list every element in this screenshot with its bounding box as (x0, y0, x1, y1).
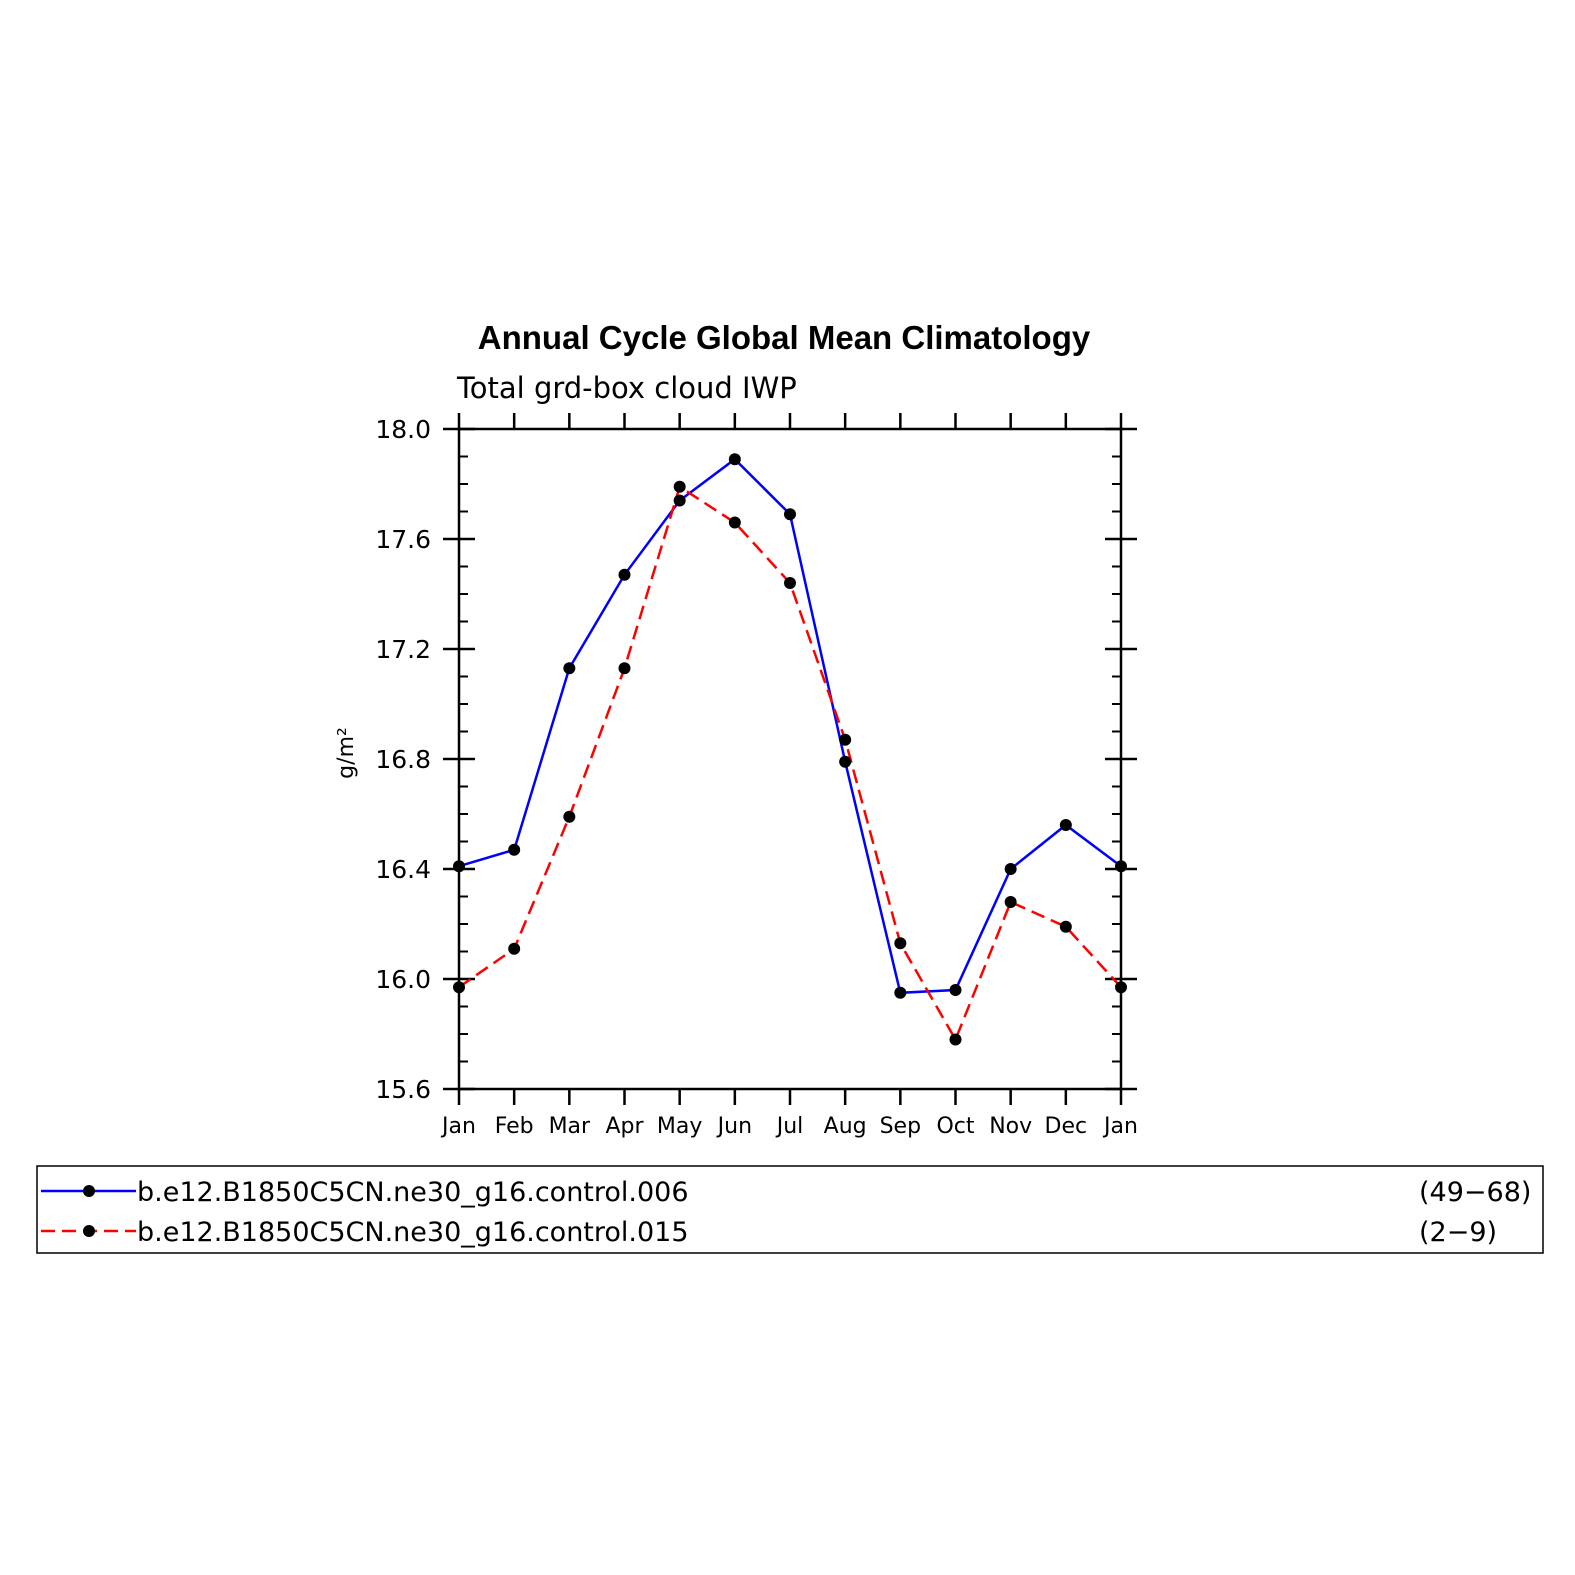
tick-labels: Jan Feb Mar Apr May Jun Jul Aug Sep Oct Nov Dec Jan 1… (375, 415, 1138, 1139)
plot-frame (457, 427, 1123, 1091)
legend-years-1: (49−68) (1419, 1177, 1531, 1208)
x-tick-label: Oct (936, 1114, 974, 1139)
data-point-1 (618, 568, 631, 581)
series-group (453, 453, 1127, 1046)
x-tick-label: Jun (716, 1114, 752, 1139)
chart-title: Annual Cycle Global Mean Climatology (478, 319, 1091, 356)
y-tick-label: 18.0 (375, 415, 431, 444)
data-point-2 (894, 937, 907, 950)
x-tick-label: Mar (549, 1114, 591, 1139)
x-tick-label: Apr (605, 1114, 644, 1139)
data-point-2 (563, 810, 576, 823)
legend-box (36, 1165, 1544, 1254)
data-point-2 (508, 942, 521, 955)
legend-marker-1 (83, 1185, 95, 1197)
axis-ticks (443, 413, 1137, 1105)
x-tick-label: Feb (495, 1114, 534, 1139)
data-point-2 (1059, 920, 1072, 933)
data-point-1 (894, 986, 907, 999)
y-tick-label: 17.6 (375, 525, 431, 554)
y-axis-label: g/m² (334, 727, 359, 779)
data-point-1 (453, 860, 465, 873)
legend-years-2: (2−9) (1419, 1217, 1497, 1248)
data-point-2 (1004, 896, 1017, 908)
data-point-2 (1115, 981, 1127, 994)
data-point-2 (618, 662, 631, 675)
legend: b.e12.B1850C5CN.ne30_g16.control.006 (49−… (41, 1177, 1531, 1248)
series-line-1 (458, 457, 1122, 995)
data-point-1 (1004, 863, 1017, 875)
data-point-2 (949, 1033, 962, 1046)
legend-label-1: b.e12.B1850C5CN.ne30_g16.control.006 (137, 1177, 689, 1208)
y-tick-label: 17.2 (375, 635, 431, 664)
y-tick-label: 16.8 (375, 745, 431, 774)
data-point-1 (784, 508, 796, 521)
data-point-1 (1059, 819, 1072, 831)
data-point-2 (839, 733, 852, 746)
x-tick-label: May (657, 1114, 702, 1139)
data-point-1 (508, 843, 521, 856)
series-line-2 (458, 484, 1122, 1043)
legend-marker-2 (83, 1225, 95, 1237)
y-tick-label: 16.0 (375, 965, 431, 994)
data-point-2 (784, 577, 796, 589)
x-tick-label: Jul (775, 1114, 804, 1139)
y-tick-label: 16.4 (375, 855, 431, 884)
y-tick-label: 15.6 (375, 1075, 431, 1104)
legend-label-2: b.e12.B1850C5CN.ne30_g16.control.015 (137, 1217, 689, 1248)
chart-subtitle: Total grd-box cloud IWP (456, 371, 797, 405)
data-point-2 (453, 981, 465, 994)
data-point-1 (673, 494, 686, 507)
data-point-1 (563, 662, 576, 675)
data-point-1 (949, 984, 962, 996)
x-tick-label: Aug (824, 1114, 867, 1139)
plot-border (457, 427, 1123, 1091)
data-point-2 (728, 516, 741, 529)
x-tick-label: Nov (989, 1114, 1032, 1139)
x-tick-label: Jan (1102, 1114, 1138, 1139)
x-tick-label: Dec (1045, 1114, 1088, 1139)
data-point-1 (839, 755, 852, 768)
x-tick-label: Jan (440, 1114, 476, 1139)
data-point-1 (728, 453, 741, 466)
data-point-1 (1115, 860, 1127, 873)
data-point-2 (673, 480, 686, 493)
x-tick-label: Sep (880, 1114, 921, 1139)
